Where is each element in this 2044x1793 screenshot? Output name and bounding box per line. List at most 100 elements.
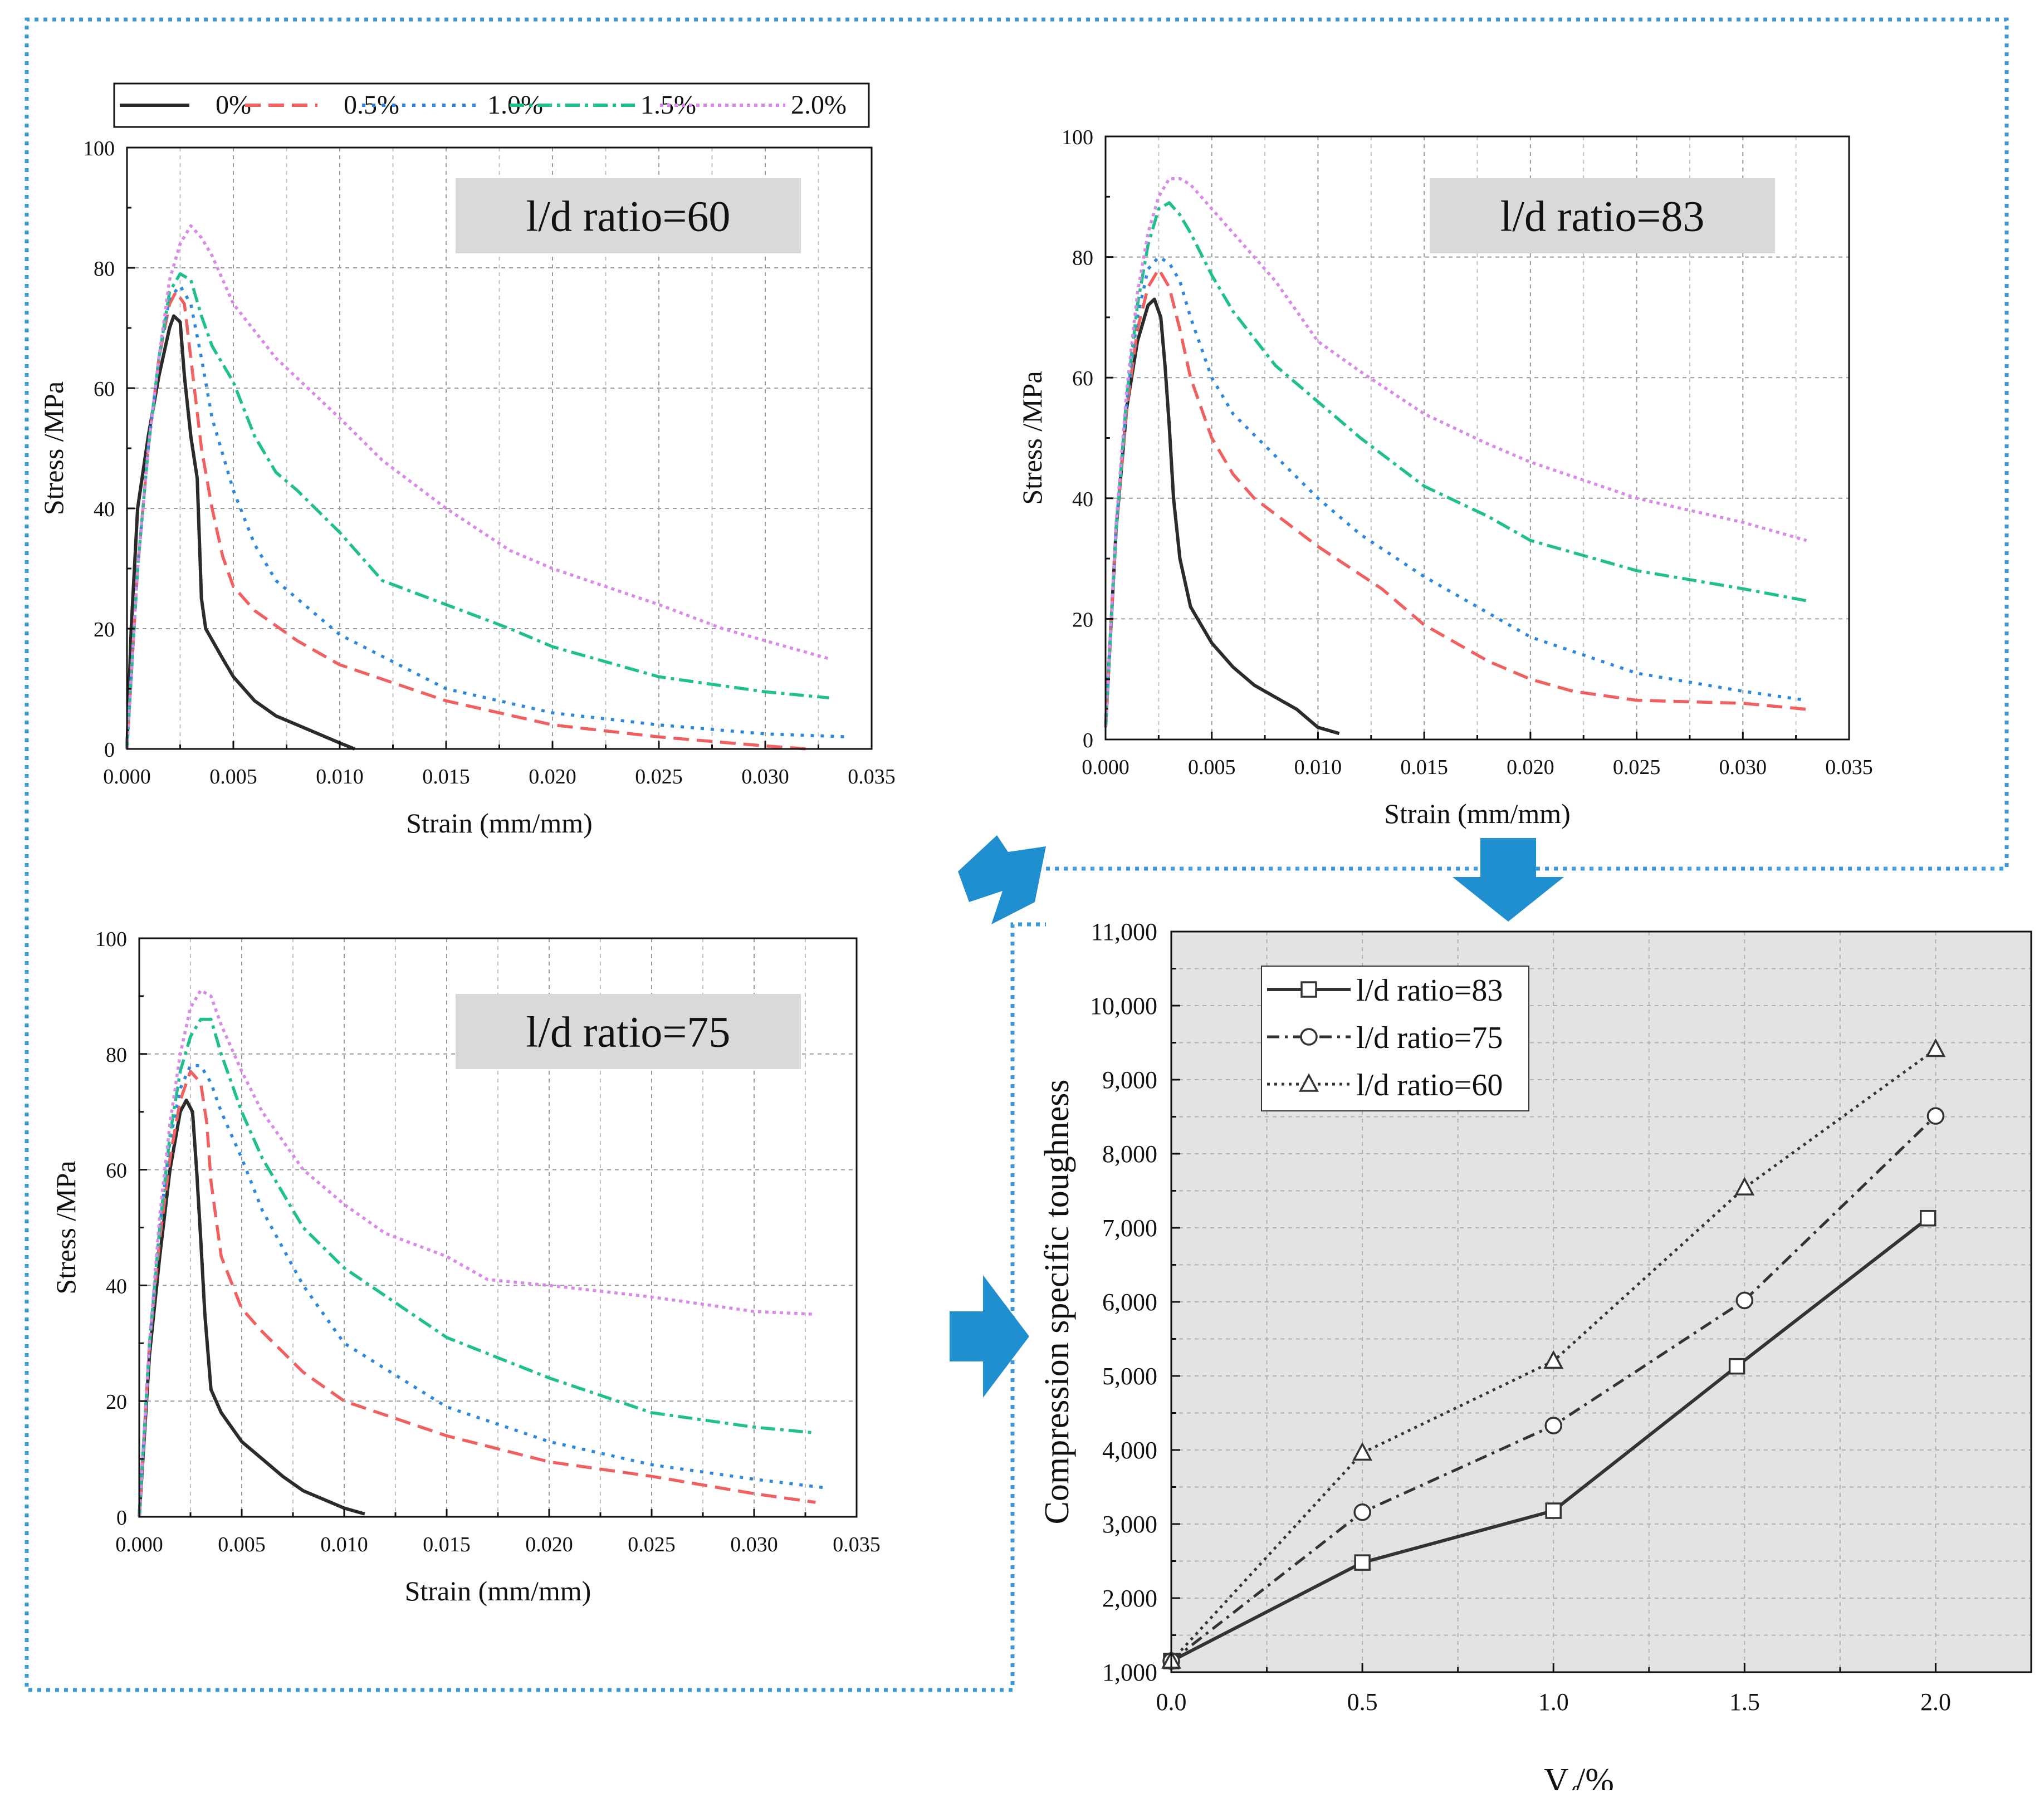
series-line-0% xyxy=(138,1098,365,1517)
x-tick-label: 0.5 xyxy=(1347,1688,1378,1716)
x-tick-label: 0.015 xyxy=(422,765,470,788)
y-tick-label: 20 xyxy=(106,1390,127,1414)
series-line-0% xyxy=(125,314,355,751)
toughness-legend-label-1: l/d ratio=75 xyxy=(1356,1021,1503,1055)
x-axis-title: Strain (mm/mm) xyxy=(1384,798,1571,829)
frame-top-group xyxy=(25,17,2009,1692)
x-tick-label: 0.010 xyxy=(320,1533,368,1556)
x-tick-label: 0.005 xyxy=(1188,756,1236,779)
arrow-diagonal-icon xyxy=(958,835,1046,924)
x-tick-label: 0.000 xyxy=(115,1533,163,1556)
series-line-1.5% xyxy=(138,1017,816,1517)
y-tick-label: 11,000 xyxy=(1091,918,1157,946)
y-tick-label: 5,000 xyxy=(1102,1363,1157,1390)
x-tick-label: 0.020 xyxy=(529,765,576,788)
data-point-square xyxy=(1728,1358,1745,1375)
data-point-triangle xyxy=(1352,1442,1373,1461)
chart-ld-60: l/d ratio=60 0.000 0.005 0.010 0.015 0.020 0.0… xyxy=(38,137,896,839)
x-tick-label: 0.030 xyxy=(741,765,789,788)
x-tick-label: 0.010 xyxy=(316,765,364,788)
annotation-box xyxy=(456,178,801,253)
chart-ld-75: l/d ratio=75 0.000 0.005 0.010 0.015 0.020 0.0… xyxy=(50,928,881,1606)
x-tick-label: 0.005 xyxy=(218,1533,266,1556)
legend: 0% 0.5% 1.0% 1.5% 2.0% xyxy=(113,82,870,128)
data-point-square xyxy=(1919,1209,1937,1227)
data-point-circle xyxy=(1735,1291,1754,1310)
x-tick-label: 0.010 xyxy=(1294,756,1342,779)
data-point-triangle xyxy=(1543,1350,1564,1369)
data-point-square xyxy=(1354,1554,1371,1571)
x-tick-label: 0.015 xyxy=(423,1533,471,1556)
x-tick-label: 0.005 xyxy=(209,765,257,788)
y-tick-label: 40 xyxy=(106,1275,127,1298)
series-line-0.5% xyxy=(1104,267,1807,728)
series-line-1.5% xyxy=(125,272,829,749)
x-tick-label: 0.020 xyxy=(525,1533,573,1556)
y-tick-label: 7,000 xyxy=(1102,1214,1157,1242)
series-line-2.0% xyxy=(1104,177,1807,728)
annotation-box xyxy=(1430,178,1775,253)
series-line-2.0% xyxy=(125,224,830,749)
x-axis-title: Vf/% xyxy=(1544,1762,1614,1790)
y-tick-label: 40 xyxy=(1072,488,1093,511)
x-tick-label: 0.000 xyxy=(103,765,151,788)
y-tick-label: 4,000 xyxy=(1102,1437,1157,1464)
y-tick-label: 80 xyxy=(94,257,115,281)
data-point-circle xyxy=(1926,1107,1945,1125)
y-tick-label: 6,000 xyxy=(1102,1289,1157,1316)
legend-label-1: 0.5% xyxy=(344,90,399,120)
arrow-down-icon xyxy=(1453,838,1564,922)
series-line-0% xyxy=(1104,297,1340,736)
y-tick-label: 60 xyxy=(1072,367,1093,390)
y-tick-label: 3,000 xyxy=(1102,1511,1157,1538)
annotation-label: l/d ratio=75 xyxy=(526,1008,731,1056)
toughness-legend-marker-2 xyxy=(1299,1073,1319,1092)
toughness-legend-marker-1 xyxy=(1300,1028,1318,1046)
x-tick-label: 0.000 xyxy=(1082,756,1129,779)
x-tick-label: 0.030 xyxy=(1719,756,1767,779)
x-tick-label: 0.025 xyxy=(1613,756,1661,779)
x-tick-label: 0.035 xyxy=(1825,756,1873,779)
x-tick-label: 0.025 xyxy=(635,765,683,788)
data-point-circle xyxy=(1353,1503,1371,1521)
x-tick-label: 0.025 xyxy=(628,1533,676,1556)
data-point-circle xyxy=(1544,1417,1562,1434)
y-tick-label: 100 xyxy=(83,137,115,160)
annotation-label: l/d ratio=60 xyxy=(526,192,731,241)
y-tick-label: 0 xyxy=(104,738,115,762)
x-tick-label: 0.0 xyxy=(1156,1688,1187,1716)
x-tick-label: 2.0 xyxy=(1920,1688,1951,1716)
y-axis-title: Compression specific toughness xyxy=(1038,1079,1076,1524)
y-axis-title: Stress /MPa xyxy=(38,381,69,515)
toughness-legend-label-2: l/d ratio=60 xyxy=(1356,1068,1503,1103)
x-tick-label: 1.5 xyxy=(1729,1688,1760,1716)
data-point-square xyxy=(1545,1502,1562,1519)
chart-ld-83: l/d ratio=83 0.000 0.005 0.010 0.015 0.020 0.0… xyxy=(1016,126,1873,829)
x-tick-label: 0.035 xyxy=(848,765,896,788)
y-tick-label: 80 xyxy=(1072,247,1093,270)
y-tick-label: 0 xyxy=(1083,729,1093,752)
data-point-triangle xyxy=(1734,1177,1755,1196)
x-tick-label: 0.020 xyxy=(1507,756,1554,779)
y-tick-label: 60 xyxy=(94,378,115,401)
y-tick-label: 100 xyxy=(1062,126,1093,149)
y-tick-label: 40 xyxy=(94,498,115,521)
y-tick-label: 2,000 xyxy=(1102,1585,1157,1612)
y-tick-label: 9,000 xyxy=(1102,1066,1157,1094)
y-tick-label: 100 xyxy=(95,928,127,951)
annotation-box xyxy=(456,994,801,1069)
series-line-0.5% xyxy=(125,290,808,751)
chart-toughness: 0.0 0.5 1.0 1.5 2.0 1,000 2,000 3,000 4,000 5,000… xyxy=(1038,918,2032,1793)
y-tick-label: 80 xyxy=(106,1044,127,1067)
annotation-label: l/d ratio=83 xyxy=(1500,192,1705,241)
data-point-triangle xyxy=(1925,1038,1946,1057)
x-tick-label: 0.030 xyxy=(730,1533,778,1556)
y-axis-title: Stress /MPa xyxy=(50,1160,81,1294)
series-line-1.5% xyxy=(1104,201,1807,728)
x-tick-label: 0.035 xyxy=(833,1533,881,1556)
dotted-frame xyxy=(25,17,2009,1692)
y-tick-label: 20 xyxy=(94,618,115,641)
y-axis-title: Stress /MPa xyxy=(1016,371,1048,504)
